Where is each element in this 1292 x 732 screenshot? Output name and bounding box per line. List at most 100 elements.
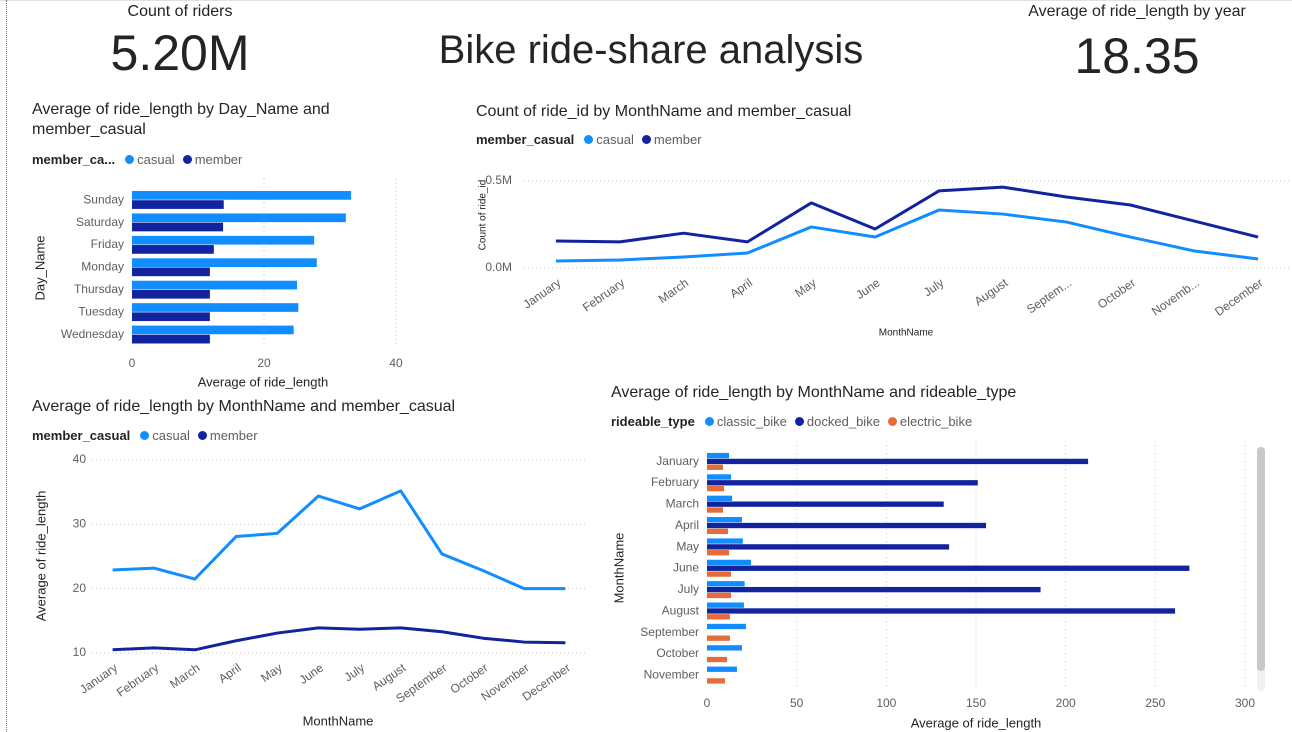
bar xyxy=(132,267,210,277)
bar xyxy=(707,464,723,470)
y-tick-label: Sunday xyxy=(83,192,124,206)
y-tick-label: Saturday xyxy=(76,215,124,229)
y-tick-label: March xyxy=(666,497,699,511)
x-axis-title: MonthName xyxy=(303,713,374,728)
bar xyxy=(707,559,751,566)
bar xyxy=(707,538,743,544)
x-tick-label: March xyxy=(167,661,202,692)
bar xyxy=(707,480,978,486)
x-tick-label: 0 xyxy=(129,356,136,370)
y-axis-title: Day_Name xyxy=(32,235,47,300)
bar xyxy=(707,522,987,529)
legend-label: member xyxy=(653,132,702,147)
x-tick-label: July xyxy=(342,661,368,685)
bar xyxy=(707,645,742,651)
y-tick-label: July xyxy=(678,582,699,596)
x-tick-label: April xyxy=(727,276,755,301)
scrollbar-thumb[interactable] xyxy=(1257,447,1265,671)
y-axis-title: Count of ride_id xyxy=(478,180,489,251)
legend-swatch xyxy=(794,417,804,426)
bar xyxy=(132,289,210,299)
legend-swatch xyxy=(182,155,192,164)
bar xyxy=(707,550,730,556)
x-tick-label: May xyxy=(792,276,819,300)
x-tick-label: May xyxy=(258,661,285,685)
bar xyxy=(707,544,950,550)
bar xyxy=(707,586,1041,593)
legend-title: member_casual xyxy=(32,428,131,443)
card-value: 5.20M xyxy=(110,25,250,81)
bar xyxy=(707,608,1176,614)
line xyxy=(112,626,566,652)
x-tick-label: January xyxy=(520,276,563,312)
y-tick-label: February xyxy=(651,475,699,489)
bar xyxy=(132,280,297,290)
y-tick-label: April xyxy=(675,518,699,532)
bar xyxy=(132,222,224,232)
x-tick-label: 0 xyxy=(704,696,711,710)
bar xyxy=(132,200,224,209)
x-tick-label: June xyxy=(297,660,327,687)
x-tick-label: Septem... xyxy=(1024,276,1074,317)
y-tick-label: Monday xyxy=(81,260,124,274)
y-tick-label: November xyxy=(644,667,699,681)
line xyxy=(555,185,1259,244)
bar xyxy=(132,325,294,335)
legend-swatch xyxy=(140,431,150,440)
x-tick-label: January xyxy=(77,661,120,697)
legend-swatch xyxy=(197,431,207,440)
chart-title: Average of ride_length by Day_Name and m… xyxy=(32,101,330,138)
x-tick-label: 200 xyxy=(1056,696,1076,710)
x-tick-label: August xyxy=(972,275,1011,308)
legend-title: member_ca... xyxy=(32,152,116,167)
y-axis-title: MonthName xyxy=(611,533,626,604)
bar xyxy=(132,312,210,322)
legend-swatch xyxy=(125,155,135,164)
card-label: Average of ride_length by year xyxy=(1028,3,1246,20)
x-tick-label: April xyxy=(216,661,244,686)
y-tick-label: January xyxy=(656,454,699,468)
x-tick-label: February xyxy=(114,661,161,700)
x-tick-label: December xyxy=(1212,276,1265,319)
x-tick-label: 150 xyxy=(966,696,986,710)
bar xyxy=(707,485,725,492)
legend-label: classic_bike xyxy=(716,414,787,429)
bar xyxy=(707,452,730,459)
y-tick-label: Wednesday xyxy=(61,327,124,341)
legend-title: member_casual xyxy=(476,132,575,147)
legend-title: rideable_type xyxy=(611,414,695,429)
bar xyxy=(707,656,728,663)
bar xyxy=(132,191,352,200)
bar xyxy=(707,635,730,641)
bar xyxy=(707,474,732,480)
top-border xyxy=(0,0,1292,1)
x-tick-label: October xyxy=(1095,276,1138,312)
legend-label: member xyxy=(209,428,258,443)
bar xyxy=(132,334,210,344)
x-tick-label: July xyxy=(921,276,947,300)
legend-swatch xyxy=(584,135,594,144)
x-tick-label: 20 xyxy=(257,356,271,370)
legend-label: casual xyxy=(137,152,175,167)
legend-label: casual xyxy=(152,428,190,443)
y-tick-label: May xyxy=(676,539,699,553)
x-tick-label: June xyxy=(853,275,883,302)
bar xyxy=(707,592,732,599)
bar xyxy=(707,666,737,672)
bar xyxy=(707,623,746,630)
legend: rideable_type classic_bike docked_bike elec… xyxy=(611,414,976,429)
chart-title: Average of ride_length by MonthName and … xyxy=(611,384,1017,401)
bar xyxy=(707,614,730,620)
left-border xyxy=(6,0,7,732)
y-tick-label: Thursday xyxy=(74,282,124,296)
y-tick-label: 10 xyxy=(73,645,87,659)
y-tick-label: 0.0M xyxy=(485,260,512,274)
y-tick-label: Tuesday xyxy=(78,305,124,319)
y-tick-label: 40 xyxy=(73,452,87,466)
y-tick-label: Friday xyxy=(91,237,124,251)
bar xyxy=(707,602,744,608)
bar xyxy=(707,501,944,507)
legend-label: electric_bike xyxy=(899,414,973,429)
